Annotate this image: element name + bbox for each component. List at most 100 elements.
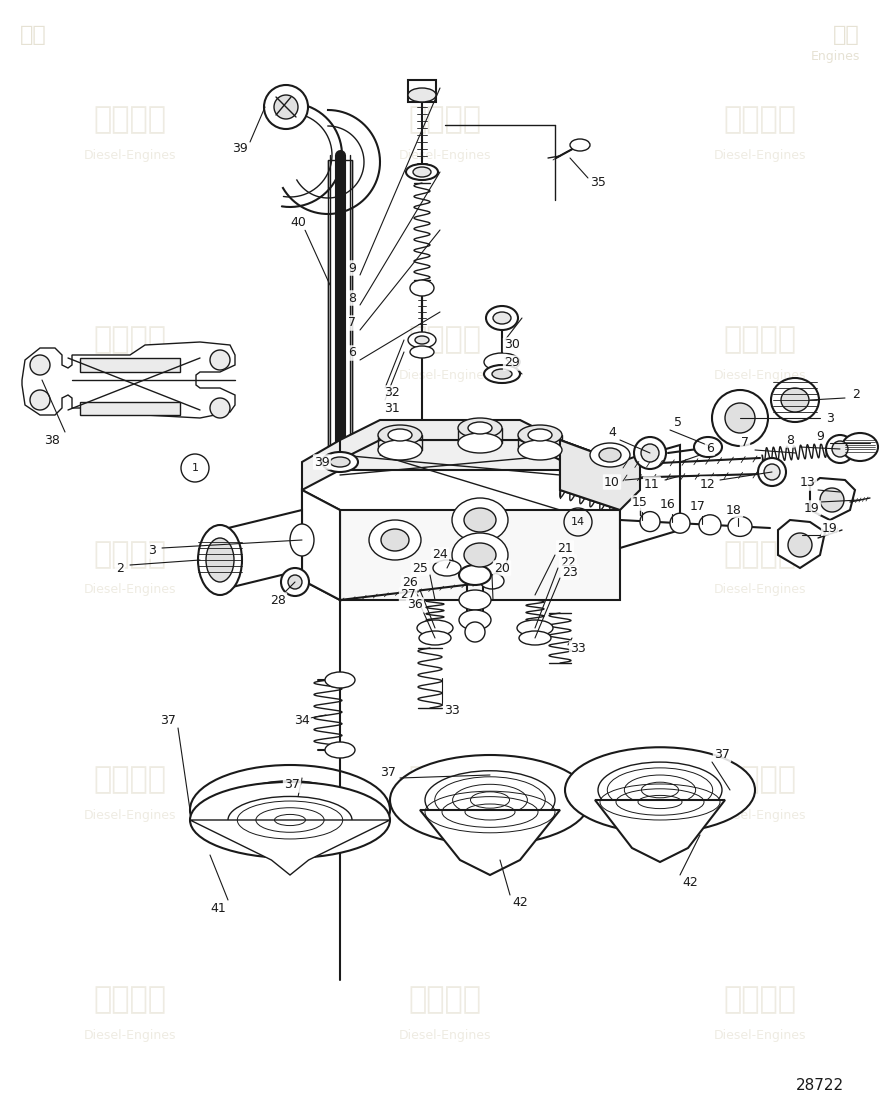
Ellipse shape — [206, 538, 234, 582]
Polygon shape — [595, 800, 725, 862]
Text: 4: 4 — [608, 425, 616, 438]
Ellipse shape — [518, 425, 562, 445]
Ellipse shape — [459, 565, 491, 585]
Text: 15: 15 — [632, 496, 648, 509]
Ellipse shape — [325, 672, 355, 688]
Text: 31: 31 — [384, 402, 400, 414]
Ellipse shape — [458, 433, 502, 453]
Ellipse shape — [425, 770, 555, 829]
Ellipse shape — [322, 452, 358, 472]
Text: 21: 21 — [557, 542, 573, 555]
Text: 动力: 动力 — [20, 26, 47, 46]
Text: 39: 39 — [314, 455, 330, 468]
Polygon shape — [620, 445, 680, 548]
Ellipse shape — [290, 524, 314, 556]
Text: Diesel-Engines: Diesel-Engines — [84, 808, 176, 821]
Text: 8: 8 — [348, 292, 356, 304]
Text: 16: 16 — [660, 498, 676, 512]
Ellipse shape — [378, 425, 422, 445]
Text: 37: 37 — [380, 766, 396, 778]
Text: 10: 10 — [604, 475, 620, 488]
Text: 紧发动力: 紧发动力 — [724, 766, 797, 795]
Polygon shape — [302, 440, 620, 490]
Polygon shape — [190, 820, 390, 875]
Circle shape — [264, 85, 308, 129]
Circle shape — [274, 95, 298, 119]
Text: Diesel-Engines: Diesel-Engines — [714, 584, 806, 596]
Text: 42: 42 — [512, 897, 528, 909]
Text: 紧发动力: 紧发动力 — [409, 541, 481, 569]
Polygon shape — [340, 509, 620, 601]
Text: 14: 14 — [571, 517, 585, 527]
Ellipse shape — [378, 440, 422, 460]
Ellipse shape — [408, 88, 436, 102]
Text: 3: 3 — [148, 545, 156, 557]
Text: 9: 9 — [348, 262, 356, 274]
Text: 紧发动力: 紧发动力 — [409, 325, 481, 354]
Polygon shape — [810, 478, 855, 519]
Ellipse shape — [228, 797, 352, 844]
Text: 紧发动力: 紧发动力 — [409, 105, 481, 134]
Ellipse shape — [458, 418, 502, 438]
Polygon shape — [340, 420, 560, 460]
Ellipse shape — [484, 353, 520, 371]
Text: Diesel-Engines: Diesel-Engines — [714, 149, 806, 161]
Text: 8: 8 — [786, 434, 794, 446]
Ellipse shape — [381, 529, 409, 551]
Text: Diesel-Engines: Diesel-Engines — [84, 149, 176, 161]
Text: 紧发动力: 紧发动力 — [93, 986, 166, 1015]
Text: Diesel-Engines: Diesel-Engines — [84, 1029, 176, 1041]
Ellipse shape — [390, 755, 590, 845]
Text: 33: 33 — [570, 642, 586, 655]
Text: 33: 33 — [444, 704, 460, 716]
Text: 35: 35 — [590, 175, 606, 189]
Circle shape — [465, 622, 485, 642]
Ellipse shape — [325, 741, 355, 758]
Ellipse shape — [452, 498, 508, 542]
Circle shape — [30, 390, 50, 410]
Text: 9: 9 — [816, 430, 824, 443]
Text: 紧发动力: 紧发动力 — [409, 766, 481, 795]
Text: 1: 1 — [191, 463, 198, 473]
Circle shape — [281, 568, 309, 596]
Bar — [408, 80, 436, 102]
Text: 7: 7 — [741, 436, 749, 450]
Ellipse shape — [599, 448, 621, 462]
Text: 紧发动力: 紧发动力 — [93, 766, 166, 795]
Ellipse shape — [410, 346, 434, 359]
Text: 25: 25 — [412, 562, 428, 575]
Text: 27: 27 — [400, 588, 416, 602]
Text: 6: 6 — [706, 442, 714, 454]
Ellipse shape — [408, 332, 436, 349]
Ellipse shape — [842, 433, 878, 461]
Text: 38: 38 — [44, 434, 60, 446]
Text: 6: 6 — [348, 346, 356, 360]
Circle shape — [210, 398, 230, 418]
Ellipse shape — [781, 388, 809, 412]
Text: Diesel-Engines: Diesel-Engines — [714, 808, 806, 821]
Text: 19: 19 — [805, 502, 820, 515]
Text: 29: 29 — [504, 356, 520, 370]
Ellipse shape — [419, 630, 451, 645]
Polygon shape — [560, 440, 620, 509]
Text: 37: 37 — [284, 778, 300, 791]
Polygon shape — [283, 110, 380, 214]
Ellipse shape — [464, 543, 496, 567]
Text: 30: 30 — [504, 339, 520, 352]
Text: Diesel-Engines: Diesel-Engines — [399, 149, 491, 161]
Ellipse shape — [519, 630, 551, 645]
Polygon shape — [282, 103, 342, 206]
Ellipse shape — [788, 533, 812, 557]
Text: Diesel-Engines: Diesel-Engines — [399, 1029, 491, 1041]
Text: 32: 32 — [384, 386, 400, 400]
Text: 紧发动力: 紧发动力 — [724, 541, 797, 569]
Ellipse shape — [694, 437, 722, 457]
Ellipse shape — [712, 390, 768, 446]
Text: 紧发动力: 紧发动力 — [724, 986, 797, 1015]
Ellipse shape — [565, 747, 755, 832]
Ellipse shape — [634, 437, 666, 470]
Text: 19: 19 — [822, 522, 837, 535]
Ellipse shape — [388, 428, 412, 441]
Ellipse shape — [641, 444, 659, 462]
Text: 3: 3 — [826, 412, 834, 424]
